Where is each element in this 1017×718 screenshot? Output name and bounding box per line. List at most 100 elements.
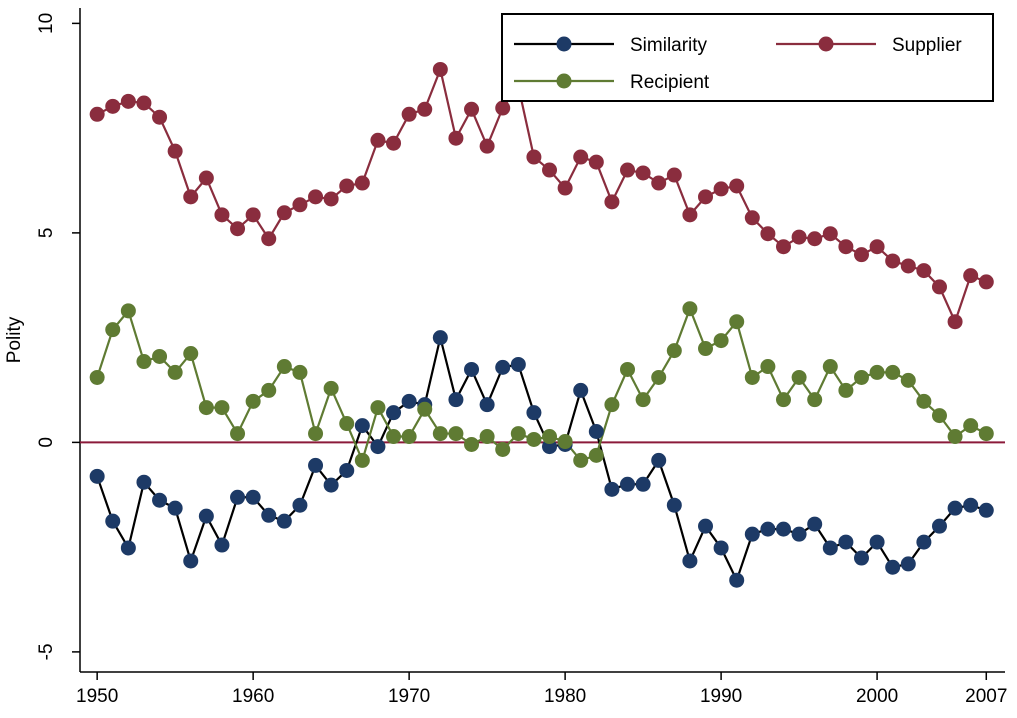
- point: [495, 359, 511, 375]
- point: [323, 380, 339, 396]
- point: [89, 468, 105, 484]
- point: [588, 154, 604, 170]
- point: [448, 392, 464, 408]
- point: [448, 426, 464, 442]
- point: [339, 416, 355, 432]
- point: [807, 231, 823, 247]
- point: [838, 534, 854, 550]
- x-tick-label: 1990: [700, 686, 742, 707]
- point: [713, 181, 729, 197]
- point: [479, 429, 495, 445]
- point: [853, 247, 869, 263]
- point: [651, 369, 667, 385]
- point: [853, 369, 869, 385]
- point: [245, 393, 261, 409]
- point: [900, 556, 916, 572]
- point: [386, 405, 402, 421]
- x-tick-label: 2000: [856, 686, 898, 707]
- point: [775, 239, 791, 255]
- point: [167, 143, 183, 159]
- point: [869, 534, 885, 550]
- point: [214, 207, 230, 223]
- point: [698, 189, 714, 205]
- point: [838, 382, 854, 398]
- point: [354, 452, 370, 468]
- point: [432, 426, 448, 442]
- point: [682, 207, 698, 223]
- point: [308, 457, 324, 473]
- point: [947, 500, 963, 516]
- point: [105, 322, 121, 338]
- legend-marker: [556, 36, 572, 52]
- point: [666, 343, 682, 359]
- point: [308, 189, 324, 205]
- point: [261, 507, 277, 523]
- point: [557, 180, 573, 196]
- point: [588, 423, 604, 439]
- point: [822, 226, 838, 242]
- point: [510, 356, 526, 372]
- point: [417, 401, 433, 417]
- point: [978, 426, 994, 442]
- point: [120, 540, 136, 556]
- point: [869, 364, 885, 380]
- point: [682, 301, 698, 317]
- point: [760, 521, 776, 537]
- point: [620, 361, 636, 377]
- point: [651, 175, 667, 191]
- point: [666, 167, 682, 183]
- point: [261, 231, 277, 247]
- point: [604, 397, 620, 413]
- point: [495, 100, 511, 116]
- point: [292, 197, 308, 213]
- point: [308, 426, 324, 442]
- point: [323, 477, 339, 493]
- point: [698, 341, 714, 357]
- point: [791, 229, 807, 245]
- point: [479, 138, 495, 154]
- point: [620, 476, 636, 492]
- point: [370, 400, 386, 416]
- point: [635, 392, 651, 408]
- point: [354, 418, 370, 434]
- y-tick-label: 0: [36, 437, 57, 448]
- point: [183, 189, 199, 205]
- point: [885, 364, 901, 380]
- point: [417, 101, 433, 117]
- point: [198, 170, 214, 186]
- point: [963, 268, 979, 284]
- point: [105, 98, 121, 114]
- point: [635, 476, 651, 492]
- point: [573, 452, 589, 468]
- point: [713, 540, 729, 556]
- point: [386, 135, 402, 151]
- point: [963, 418, 979, 434]
- point: [838, 239, 854, 255]
- point: [604, 481, 620, 497]
- point: [526, 405, 542, 421]
- x-tick-label: 1960: [232, 686, 274, 707]
- point: [900, 258, 916, 274]
- point: [729, 178, 745, 194]
- point: [292, 497, 308, 513]
- point: [542, 429, 558, 445]
- point: [401, 106, 417, 122]
- point: [947, 314, 963, 330]
- x-tick-label: 1950: [76, 686, 118, 707]
- point: [276, 205, 292, 221]
- point: [214, 400, 230, 416]
- point: [89, 106, 105, 122]
- point: [744, 526, 760, 542]
- point: [744, 369, 760, 385]
- point: [120, 303, 136, 319]
- point: [464, 436, 480, 452]
- point: [448, 130, 464, 146]
- point: [89, 369, 105, 385]
- point: [963, 497, 979, 513]
- point: [978, 502, 994, 518]
- point: [120, 93, 136, 109]
- point: [276, 359, 292, 375]
- point: [339, 178, 355, 194]
- point: [152, 348, 168, 364]
